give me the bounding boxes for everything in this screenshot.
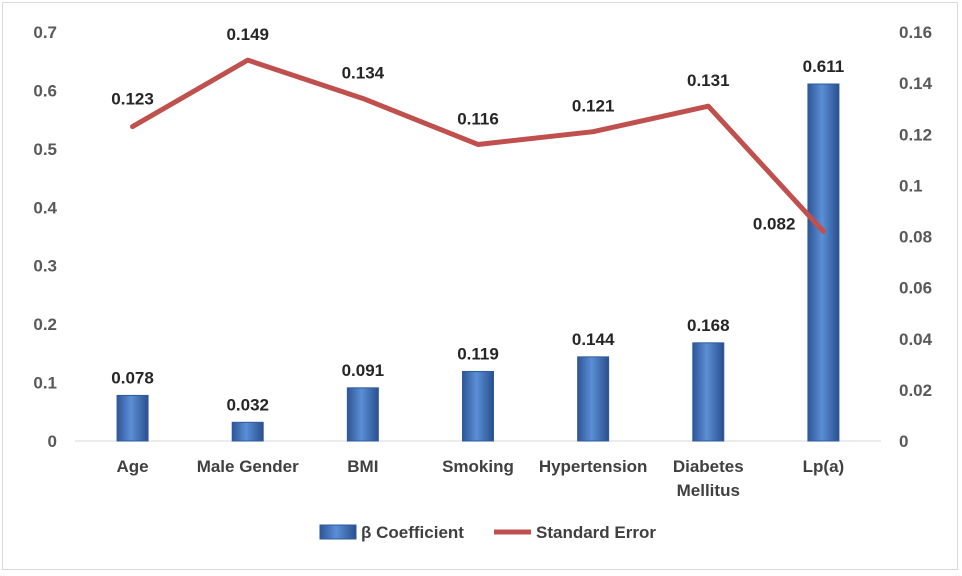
- left-axis-tick-label: 0.5: [33, 140, 57, 159]
- right-axis-tick-label: 0.08: [899, 228, 932, 247]
- line-data-label: 0.121: [572, 97, 615, 116]
- category-label: Age: [117, 457, 149, 476]
- combo-chart: 0 0.1 0.2 0.3 0.4 0.5 0.6 0.7 0 0.02 0.04 0.06 0.08…: [33, 23, 933, 542]
- category-label: Hypertension: [539, 457, 648, 476]
- category-label: BMI: [347, 457, 378, 476]
- left-axis-tick-label: 0.6: [33, 81, 57, 100]
- bar-data-label: 0.168: [687, 316, 730, 335]
- right-axis-tick-label: 0.02: [899, 381, 932, 400]
- category-label: Diabetes Mellitus: [673, 457, 744, 500]
- legend: β Coefficient Standard Error: [319, 523, 656, 542]
- line-data-label: 0.123: [111, 90, 154, 109]
- category-label: Lp(a): [803, 457, 845, 476]
- bar-data-label: 0.078: [111, 368, 154, 387]
- legend-label: Standard Error: [536, 523, 656, 542]
- line-data-label: 0.116: [457, 109, 499, 128]
- bar: [577, 356, 610, 442]
- bar: [807, 83, 840, 442]
- left-axis-tick-label: 0.7: [33, 23, 57, 42]
- bar-data-label: 0.032: [226, 395, 269, 414]
- bar-data-label: 0.611: [803, 57, 845, 76]
- line-series: 0.123 0.149 0.134 0.116 0.121 0.131 0.082: [111, 25, 826, 234]
- left-axis-tick-label: 0.4: [33, 198, 57, 217]
- right-axis-tick-label: 0.16: [899, 23, 932, 42]
- left-y-axis: 0 0.1 0.2 0.3 0.4 0.5 0.6 0.7: [33, 23, 57, 451]
- line-data-label: 0.131: [687, 71, 730, 90]
- right-axis-tick-label: 0.12: [899, 125, 932, 144]
- legend-bar-swatch: [319, 524, 357, 540]
- right-y-axis: 0 0.02 0.04 0.06 0.08 0.1 0.12 0.14 0.16: [899, 23, 933, 451]
- bar: [346, 387, 379, 442]
- right-axis-tick-label: 0.1: [899, 176, 923, 195]
- right-axis-tick-label: 0.06: [899, 279, 932, 298]
- bar: [116, 394, 149, 442]
- right-axis-tick-label: 0.04: [899, 330, 933, 349]
- chart-container: 0 0.1 0.2 0.3 0.4 0.5 0.6 0.7 0 0.02 0.04 0.06 0.08…: [2, 2, 958, 570]
- line-data-label: 0.134: [342, 63, 385, 82]
- line-data-label: 0.149: [226, 25, 269, 44]
- category-label: Male Gender: [197, 457, 299, 476]
- bar: [462, 370, 494, 442]
- right-axis-tick-label: 0.14: [899, 74, 933, 93]
- left-axis-tick-label: 0.2: [33, 315, 57, 334]
- legend-label: β Coefficient: [361, 523, 464, 542]
- bar-series: 0.078 0.032 0.091 0.119 0.144 0.168 0.611: [111, 57, 845, 442]
- left-axis-tick-label: 0.1: [33, 374, 57, 393]
- bar: [231, 421, 264, 442]
- left-axis-tick-label: 0: [48, 432, 57, 451]
- bar-data-label: 0.119: [457, 344, 499, 363]
- left-axis-tick-label: 0.3: [33, 257, 57, 276]
- line-data-label: 0.082: [753, 214, 796, 233]
- x-axis: Age Male Gender BMI Smoking Hypertension Diab…: [75, 440, 881, 500]
- right-axis-tick-label: 0: [899, 432, 908, 451]
- category-label: Smoking: [442, 457, 514, 476]
- bar-data-label: 0.091: [342, 361, 385, 380]
- standard-error-line: [130, 57, 826, 234]
- bar: [692, 342, 725, 442]
- bar-data-label: 0.144: [572, 330, 615, 349]
